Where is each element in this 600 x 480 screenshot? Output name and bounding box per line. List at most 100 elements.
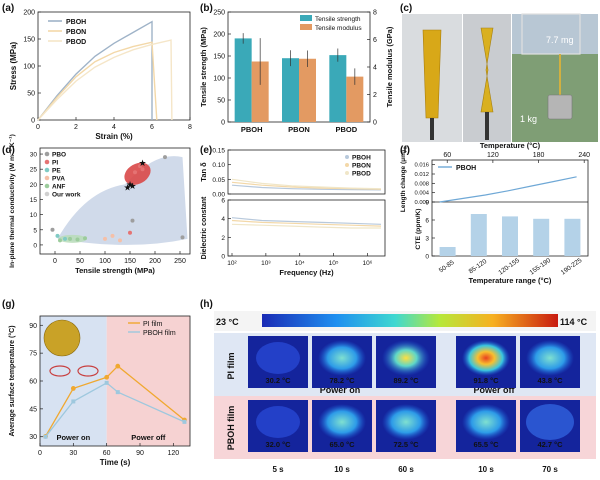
y-tick-label: 4 bbox=[221, 216, 225, 223]
x-tick-label: 8 bbox=[188, 124, 192, 131]
dielectric-pbon bbox=[231, 219, 382, 227]
time-label: 10 s bbox=[478, 465, 494, 474]
temperature-readout: 65.5 °C bbox=[473, 440, 499, 449]
category-label: 190-225 bbox=[560, 257, 584, 277]
panel-label-f: (f) bbox=[400, 145, 410, 156]
x-tick-label: 0 bbox=[38, 450, 42, 457]
cte-bar bbox=[439, 247, 456, 256]
legend-marker bbox=[44, 167, 50, 173]
point-anf bbox=[75, 237, 80, 242]
series-line-pbon bbox=[37, 41, 158, 121]
temperature-readout: 78.2 °C bbox=[329, 376, 355, 385]
x-tick-label: 10³ bbox=[261, 260, 271, 267]
y-tick-label: 75 bbox=[29, 351, 37, 358]
x-tick-label: 0 bbox=[53, 258, 57, 265]
y-tick-label: 200 bbox=[23, 10, 35, 17]
y-tick-label: 30 bbox=[29, 434, 37, 441]
category-label: PBOD bbox=[335, 125, 357, 134]
legend-label: Tensile modulus bbox=[315, 25, 362, 32]
y-tick-label: 90 bbox=[29, 323, 37, 330]
y-tick-label: 3 bbox=[425, 236, 429, 243]
chart-b-tensile: 0 50 100 150 200 250 0 2 4 6 8 Tensile strength (MP… bbox=[199, 10, 394, 135]
row-label-pboh: PBOH film bbox=[226, 406, 236, 451]
heat-spot bbox=[382, 404, 430, 440]
legend-marker bbox=[44, 191, 50, 197]
time-label: 60 s bbox=[398, 465, 414, 474]
temperature-readout: 42.7 °C bbox=[537, 440, 563, 449]
bar-modulus bbox=[251, 61, 269, 122]
x-tick-label-top: 180 bbox=[533, 152, 545, 159]
point-pva bbox=[118, 238, 122, 243]
panel-label-d: (d) bbox=[2, 145, 15, 156]
legend-marker bbox=[44, 159, 50, 165]
heat-spot bbox=[526, 340, 574, 376]
legend-label: PBOH bbox=[66, 19, 86, 26]
y-tick-label: 20 bbox=[30, 182, 38, 189]
y2-tick-label: 0 bbox=[373, 120, 377, 127]
tweezer-icon-2 bbox=[485, 112, 489, 140]
y-tick-label: 0 bbox=[33, 242, 37, 249]
panel-label-e: (e) bbox=[200, 145, 212, 156]
colorbar bbox=[262, 314, 558, 327]
colorbar-min: 23 °C bbox=[216, 317, 239, 327]
legend-label: PBON bbox=[66, 29, 86, 36]
temperature-readout: 32.0 °C bbox=[265, 440, 291, 449]
x-tick-label: 120 bbox=[167, 450, 179, 457]
y-tick-label: 9 bbox=[425, 200, 429, 207]
legend-label: Tensile strength bbox=[315, 16, 361, 23]
legend-label: PI film bbox=[143, 321, 163, 328]
legend-label: PBOH bbox=[456, 165, 476, 172]
y-tick-label: 2 bbox=[221, 235, 225, 242]
time-label: 10 s bbox=[334, 465, 350, 474]
power-off-label: Power off bbox=[473, 385, 515, 395]
x-tick-label: 10⁴ bbox=[295, 260, 305, 267]
y-tick-label: 0.10 bbox=[212, 162, 225, 169]
legend-marker bbox=[345, 163, 349, 167]
legend-marker bbox=[345, 171, 349, 175]
legend-label: PI bbox=[52, 160, 58, 167]
legend-label: PE bbox=[52, 168, 61, 175]
x-tick-label: 30 bbox=[69, 450, 77, 457]
category-label: 120-155 bbox=[497, 257, 521, 277]
x-axis-label: Tensile strength (MPa) bbox=[75, 266, 155, 275]
plot-frame-bottom bbox=[227, 199, 386, 257]
panel-label-a: (a) bbox=[2, 3, 14, 14]
point-pe bbox=[55, 233, 60, 238]
y-axis-label: Average surface temperature (°C) bbox=[8, 325, 16, 436]
legend-marker bbox=[44, 151, 50, 157]
point-pi bbox=[138, 164, 142, 169]
data-point bbox=[115, 363, 121, 369]
chart-d-conductivity: 0 50 100 150 200 250 0 5 10 15 20 25 30 Tensile stren… bbox=[9, 134, 191, 275]
temperature-readout: 72.5 °C bbox=[393, 440, 419, 449]
heat-spot bbox=[256, 406, 300, 438]
length-change-line bbox=[439, 176, 577, 203]
y-tick-label: 25 bbox=[30, 167, 38, 174]
x-axis-label: Frequency (Hz) bbox=[279, 268, 334, 277]
y-tick-label: 0.012 bbox=[414, 172, 429, 178]
chart-g-surface-temperature: Power on Power off 0 30 60 90 120 30 45 60 75 90 Tim… bbox=[8, 315, 191, 467]
twisted-film-icon bbox=[480, 27, 494, 113]
data-point bbox=[43, 434, 48, 439]
chart-e-dielectric: 0.00 0.05 0.10 0.15 0 2 4 6 10² 10³ 10⁴ 10⁵ 10⁶ Frequ… bbox=[199, 148, 386, 277]
y-tick-label: 0.004 bbox=[414, 191, 429, 197]
data-point bbox=[104, 380, 109, 385]
panel-c-photos: 7.7 mg 1 kg bbox=[402, 13, 598, 142]
mass-label: 7.7 mg bbox=[546, 35, 574, 45]
point-anf bbox=[68, 236, 72, 241]
weight-label: 1 kg bbox=[520, 114, 537, 124]
panel-label-c: (c) bbox=[400, 3, 412, 14]
x-tick-label-top: 120 bbox=[487, 152, 499, 159]
x-tick-label: 90 bbox=[136, 450, 144, 457]
tweezer-icon bbox=[430, 118, 434, 140]
row-label-pi: PI film bbox=[226, 352, 236, 379]
sky-icon bbox=[512, 14, 598, 54]
our-work-region bbox=[57, 156, 188, 245]
coil-icon bbox=[49, 365, 71, 377]
data-point bbox=[104, 374, 110, 380]
y-axis-label: Stress (MPa) bbox=[9, 41, 18, 90]
tan-delta-pboh bbox=[231, 184, 382, 191]
point-pi bbox=[128, 230, 132, 235]
cte-bar bbox=[564, 218, 581, 256]
bar-strength bbox=[329, 55, 347, 123]
y-axis-label: In-plane thermal conductivity (W m⁻¹ K⁻¹… bbox=[9, 134, 16, 268]
